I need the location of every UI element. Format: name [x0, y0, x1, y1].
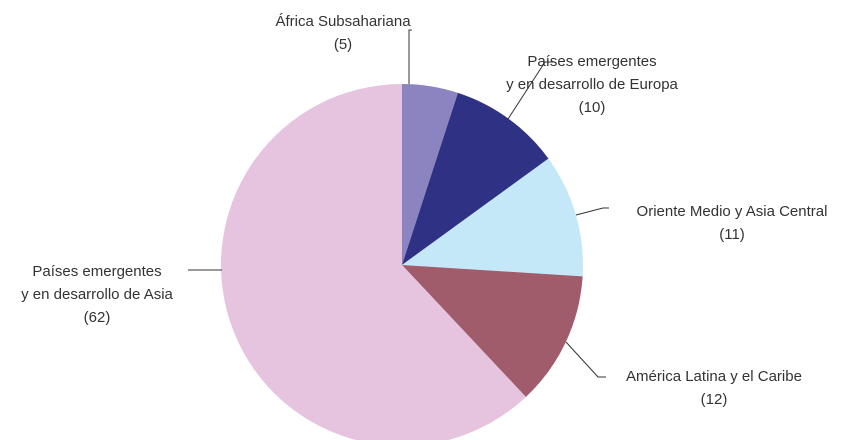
- pie-slice: [221, 84, 526, 440]
- value-label: (11): [719, 226, 745, 243]
- value-label: (5): [334, 36, 352, 53]
- leader-line: [507, 61, 553, 120]
- slice-label: América Latina y el Caribe: [626, 368, 802, 385]
- slice-label: Oriente Medio y Asia Central: [637, 203, 828, 220]
- pie-slice: [402, 265, 583, 397]
- pie-slice: [402, 84, 458, 265]
- leader-line: [408, 29, 412, 84]
- slice-label: África Subsahariana: [275, 13, 411, 30]
- value-label: (62): [84, 309, 111, 326]
- value-label: (10): [579, 99, 606, 116]
- leader-line: [575, 207, 609, 216]
- slice-label: Países emergentes y en desarrollo de Euro…: [506, 53, 678, 93]
- leader-line: [565, 341, 606, 378]
- pie-slice: [402, 92, 549, 266]
- slice-label: Países emergentes y en desarrollo de Asia: [21, 263, 173, 303]
- pie-slice: [402, 158, 583, 277]
- value-label: (12): [701, 391, 728, 408]
